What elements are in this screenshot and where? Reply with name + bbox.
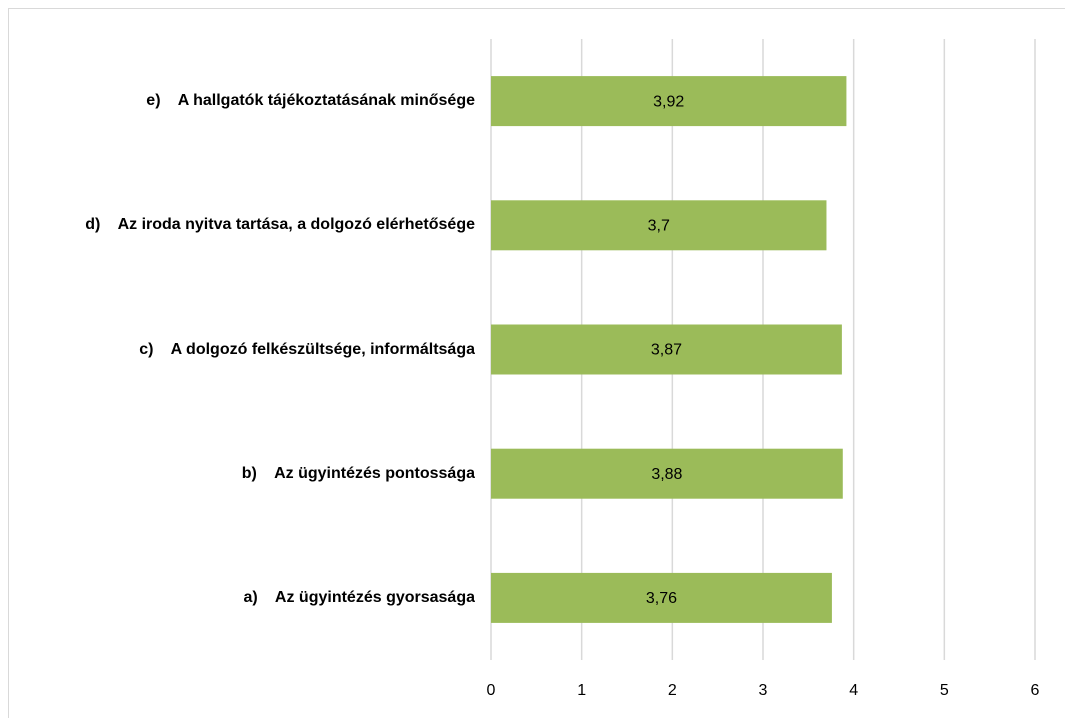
x-tick-label: 4: [849, 682, 858, 699]
x-tick-label: 1: [577, 682, 586, 699]
x-tick-label: 5: [940, 682, 949, 699]
bar: [491, 572, 832, 623]
category-label-box: a) Az ügyintézés gyorsasága: [243, 588, 475, 606]
value-label: 3,88: [651, 466, 682, 483]
category-label-box: e) A hallgatók tájékoztatásának minősége: [146, 92, 475, 110]
category-label-box: c) A dolgozó felkészültsége, informáltsá…: [139, 340, 475, 358]
category-label: e) A hallgatók tájékoztatásának minősége: [146, 92, 475, 110]
category-label-box: d) Az iroda nyitva tartása, a dolgozó el…: [85, 216, 475, 234]
category-label: d) Az iroda nyitva tartása, a dolgozó el…: [85, 216, 475, 234]
chart-border: [8, 8, 1065, 718]
bar: [491, 76, 847, 127]
category-label: c) A dolgozó felkészültsége, informáltsá…: [139, 340, 475, 358]
value-label: 3,92: [653, 93, 684, 110]
category-label: a) Az ügyintézés gyorsasága: [243, 588, 475, 606]
value-label: 3,7: [648, 218, 670, 235]
category-label: b) Az ügyintézés pontossága: [241, 464, 475, 482]
x-tick-label: 0: [487, 682, 496, 699]
x-tick-label: 3: [759, 682, 768, 699]
x-tick-label: 2: [668, 682, 677, 699]
value-label: 3,87: [651, 342, 682, 359]
x-tick-label: 6: [1031, 682, 1040, 699]
bar: [491, 200, 827, 251]
bar: [491, 324, 842, 375]
value-label: 3,76: [646, 590, 677, 607]
category-label-box: b) Az ügyintézés pontossága: [241, 464, 475, 482]
bar: [491, 448, 843, 499]
